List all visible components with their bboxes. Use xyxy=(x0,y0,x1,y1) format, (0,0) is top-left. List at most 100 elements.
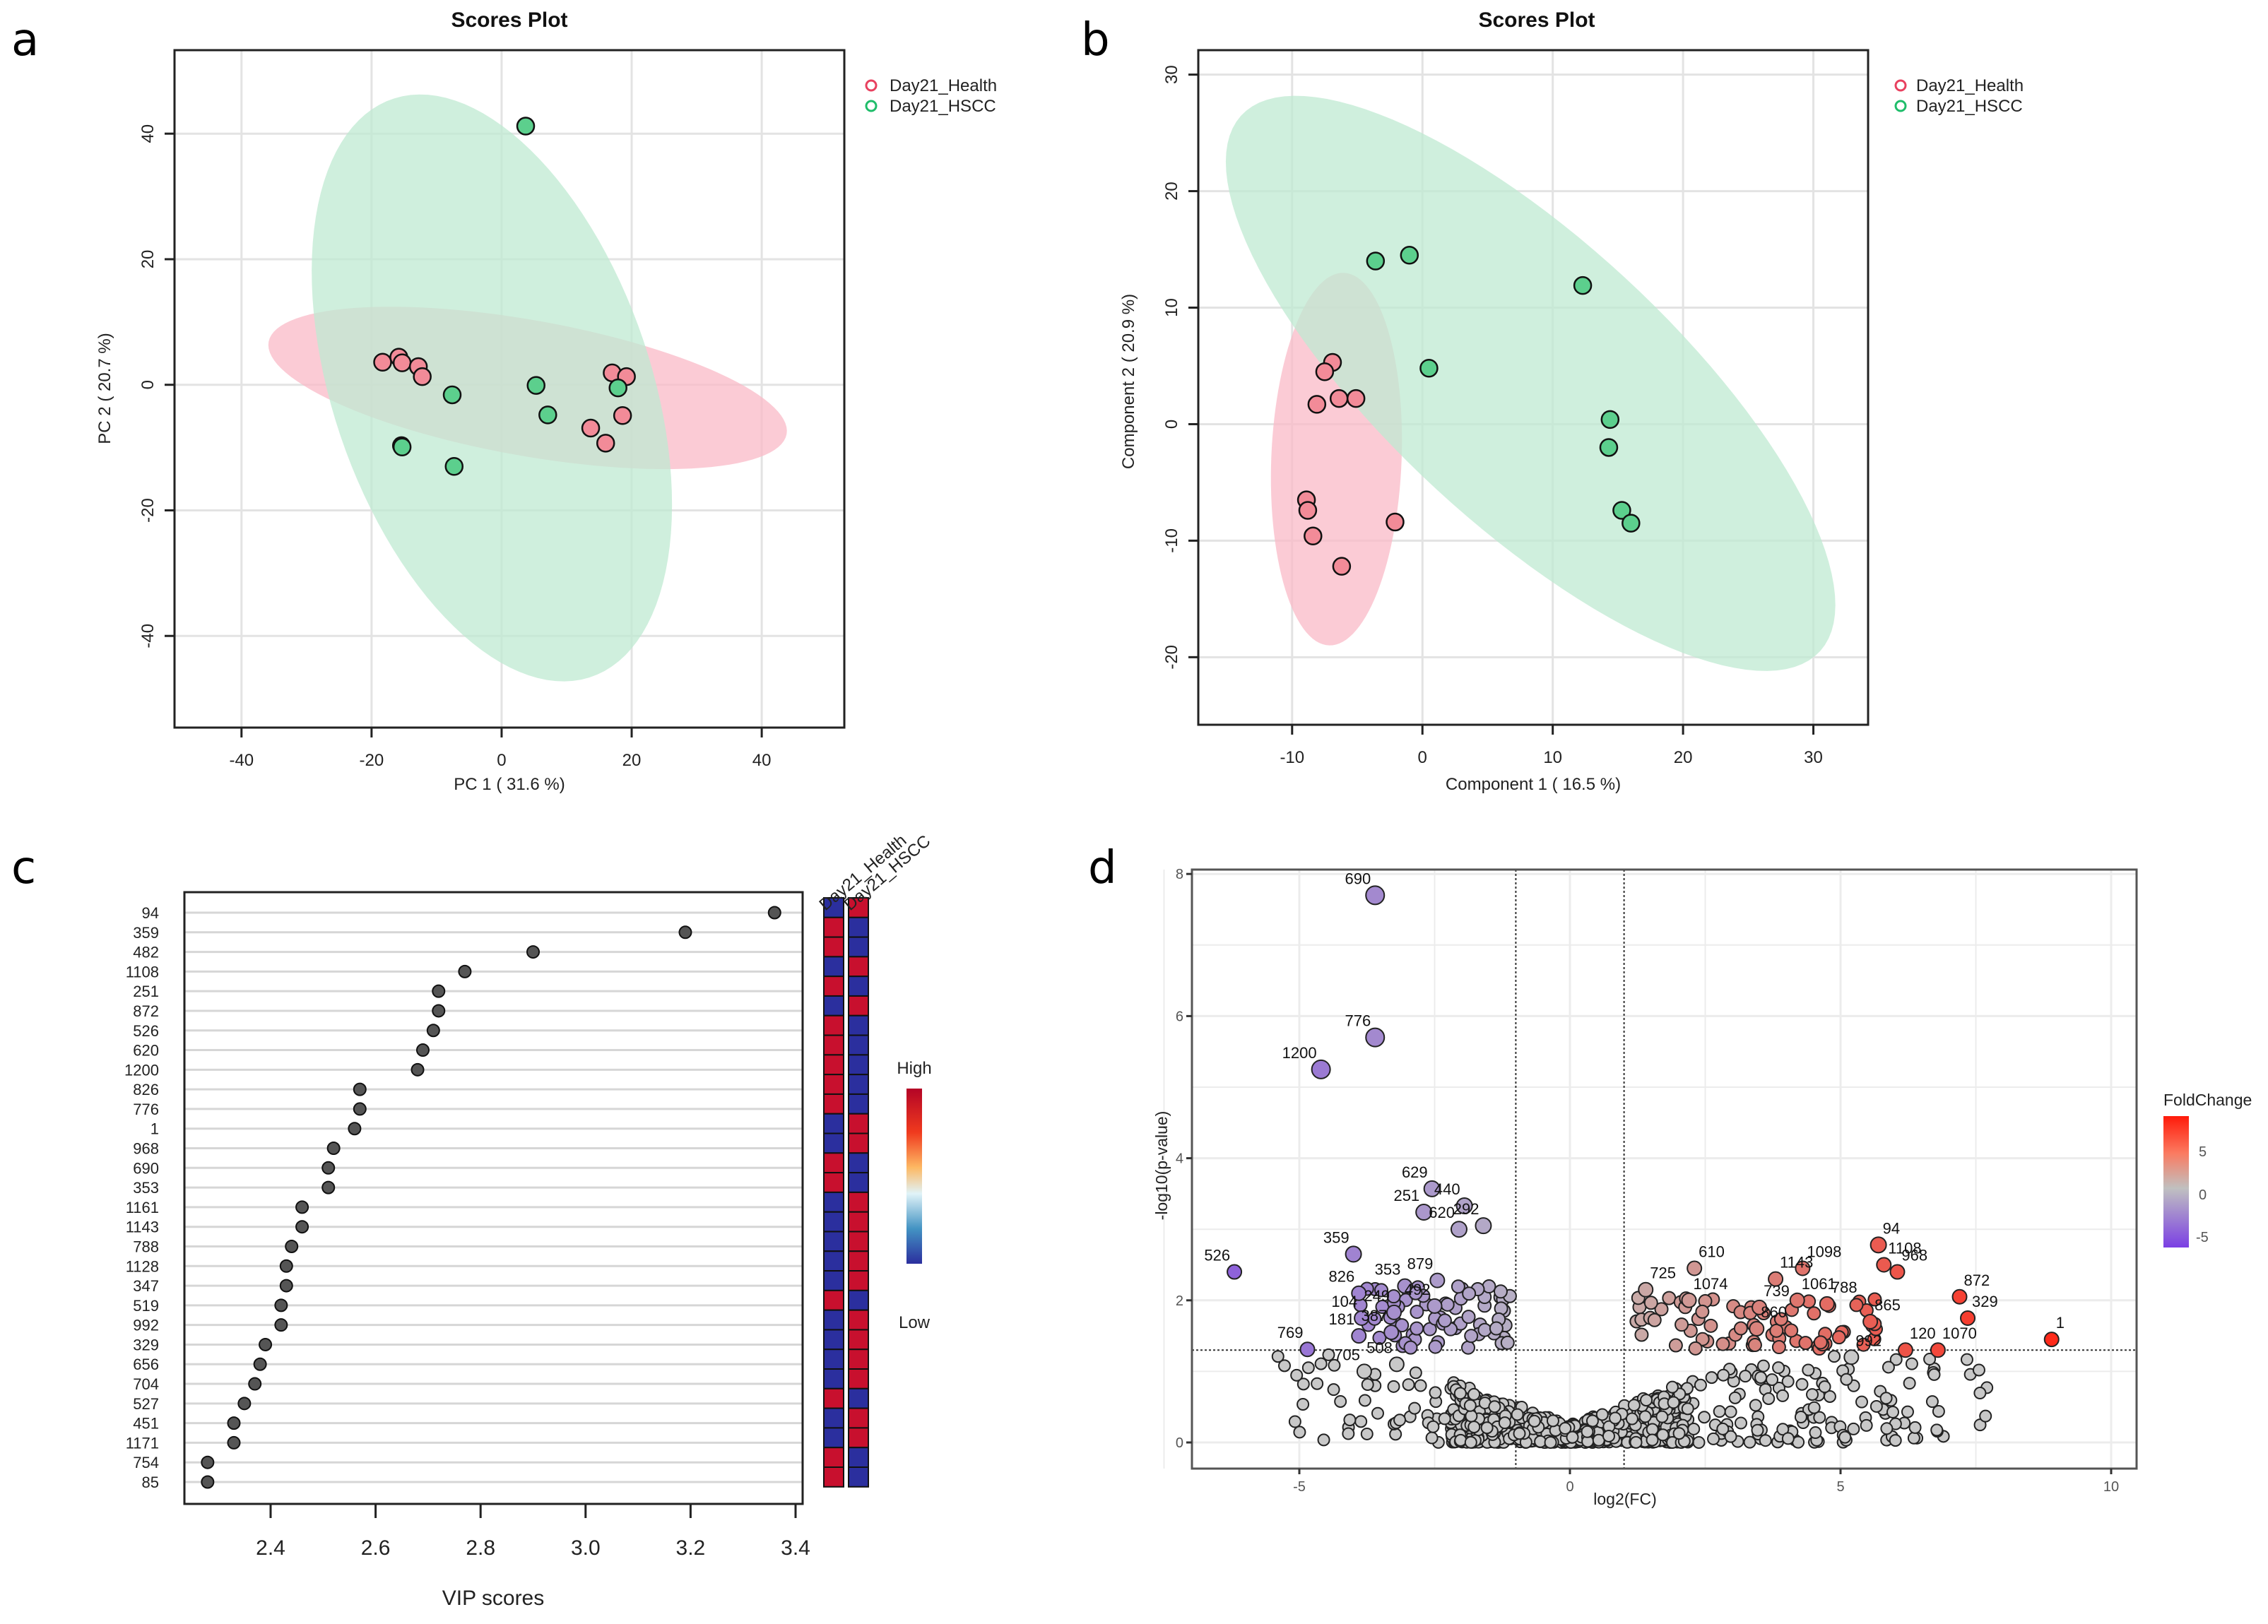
y-tick-label: 10 xyxy=(1162,298,1181,317)
volcano-point xyxy=(1544,1435,1557,1449)
volcano-point xyxy=(1751,1423,1764,1437)
legend-tick-neg5: -5 xyxy=(2196,1230,2209,1245)
heatmap-cell-hscc xyxy=(848,1329,869,1351)
volcano-point xyxy=(1322,1348,1335,1361)
volcano-point-significant xyxy=(1451,1279,1465,1294)
volcano-point xyxy=(1776,1423,1790,1436)
heatmap-cell-hscc xyxy=(848,1211,869,1233)
volcano-point-significant xyxy=(1410,1305,1424,1320)
vip-row: 992 xyxy=(133,1317,803,1334)
panel-letter-a: a xyxy=(11,14,39,66)
y-axis-label: Component 2 ( 20.9 %) xyxy=(1119,294,1138,469)
volcano-point xyxy=(1809,1426,1822,1440)
volcano-point-significant xyxy=(1460,1340,1475,1355)
x-tick-label: 40 xyxy=(752,751,772,770)
volcano-point xyxy=(1602,1429,1615,1442)
legend-marker-health xyxy=(1894,79,1907,92)
volcano-point xyxy=(1453,1387,1467,1400)
x-tick-label: 3.2 xyxy=(676,1536,706,1560)
y-axis-ticks: -20 -10 0 10 20 30 xyxy=(1162,65,1198,670)
volcano-point-significant xyxy=(1437,1313,1452,1328)
volcano-point-significant xyxy=(1849,1298,1864,1312)
volcano-point-labeled xyxy=(1638,1281,1654,1298)
heatmap-cell-hscc xyxy=(848,1289,869,1311)
volcano-point xyxy=(1314,1357,1328,1370)
vip-point xyxy=(253,1357,267,1371)
vip-point xyxy=(321,1161,336,1175)
vip-row: 527 xyxy=(133,1395,803,1413)
volcano-point-significant xyxy=(1408,1286,1423,1300)
volcano-point xyxy=(1389,1428,1402,1441)
y-tick-label: -40 xyxy=(138,624,158,648)
point-label: 865 xyxy=(1874,1296,1901,1314)
heatmap-cell-hscc xyxy=(848,1034,869,1056)
vip-point xyxy=(295,1220,309,1234)
volcano-point xyxy=(1692,1435,1706,1449)
volcano-point-labeled xyxy=(1345,1245,1362,1263)
volcano-point xyxy=(1467,1421,1481,1434)
heatmap-cell-health xyxy=(823,1427,844,1449)
volcano-point xyxy=(1429,1386,1442,1399)
volcano-point xyxy=(1889,1353,1903,1366)
heatmap-color-legend: High Low xyxy=(897,1059,931,1332)
volcano-point-labeled xyxy=(1427,1298,1443,1314)
vip-point xyxy=(348,1122,362,1136)
volcano-point-significant xyxy=(1831,1330,1846,1345)
heatmap-cell-health xyxy=(823,1309,844,1331)
legend: Day21_Health Day21_HSCC xyxy=(1894,76,2024,116)
volcano-point xyxy=(1290,1368,1304,1382)
volcano-point xyxy=(1932,1404,1945,1418)
volcano-point-labeled xyxy=(1356,1363,1372,1380)
volcano-point xyxy=(1855,1395,1868,1409)
vip-row: 85 xyxy=(142,1474,803,1491)
volcano-point xyxy=(1464,1435,1477,1449)
vip-row: 329 xyxy=(133,1336,803,1353)
point-label: 508 xyxy=(1366,1339,1393,1356)
volcano-point xyxy=(1705,1371,1718,1385)
vip-row: 353 xyxy=(133,1179,803,1197)
volcano-point-labeled xyxy=(1397,1278,1413,1294)
vip-row: 1171 xyxy=(126,1434,803,1452)
volcano-point-labeled xyxy=(1299,1341,1316,1358)
volcano-point xyxy=(1749,1399,1762,1412)
heatmap-cell-health xyxy=(823,995,844,1017)
volcano-point xyxy=(1513,1427,1526,1440)
volcano-point xyxy=(1828,1350,1841,1363)
volcano-point xyxy=(1879,1392,1893,1405)
feature-label: 1143 xyxy=(126,1219,159,1236)
volcano-point-labeled xyxy=(1876,1257,1892,1273)
x-tick-label: 2.4 xyxy=(256,1536,285,1560)
volcano-point-significant xyxy=(1733,1321,1748,1336)
point-label: 1061 xyxy=(1802,1275,1836,1293)
volcano-point-labeled xyxy=(1930,1342,1946,1358)
volcano-point xyxy=(1743,1435,1756,1449)
heatmap-cell-health xyxy=(823,1152,844,1174)
volcano-point xyxy=(1414,1379,1427,1392)
feature-label: 826 xyxy=(133,1081,159,1098)
volcano-point-significant xyxy=(1769,1323,1784,1338)
point-label: 359 xyxy=(1323,1228,1349,1246)
volcano-point-labeled xyxy=(1789,1292,1805,1308)
chart-title: Scores Plot xyxy=(1478,8,1595,32)
plsda-scores-plot: Scores Plot -10 0 10 20 30 -20 -10 0 10 20 30 Com… xyxy=(1119,8,2024,794)
volcano-point xyxy=(1905,1357,1918,1370)
vip-row: 1108 xyxy=(126,963,803,980)
point-day21-health xyxy=(596,434,615,453)
color-scale-bar xyxy=(906,1089,922,1264)
point-label: 992 xyxy=(1855,1332,1882,1349)
point-label: 725 xyxy=(1650,1264,1676,1282)
x-tick-label: 0 xyxy=(497,751,506,770)
volcano-point-labeled xyxy=(1429,1272,1446,1288)
volcano-point xyxy=(1728,1391,1742,1404)
heatmap-cell-hscc xyxy=(848,1270,869,1291)
heatmap-cell-hscc xyxy=(848,1014,869,1036)
x-axis-ticks: -10 0 10 20 30 xyxy=(1280,725,1823,767)
heatmap-cell-health xyxy=(823,1466,844,1488)
volcano-point-significant xyxy=(1493,1284,1508,1299)
volcano-point-labeled xyxy=(1843,1349,1860,1365)
x-tick-label: 20 xyxy=(622,751,642,770)
x-axis-label: PC 1 ( 31.6 %) xyxy=(454,775,565,794)
point-label: 181 xyxy=(1329,1310,1355,1328)
